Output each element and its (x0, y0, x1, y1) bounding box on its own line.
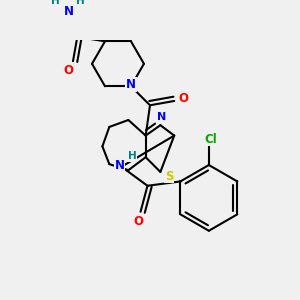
Text: N: N (64, 4, 74, 17)
Text: O: O (64, 64, 74, 77)
Text: H: H (51, 0, 60, 6)
Text: O: O (134, 215, 144, 228)
Text: H: H (76, 0, 84, 6)
Text: N: N (158, 112, 167, 122)
Text: Cl: Cl (204, 133, 217, 146)
Text: N: N (115, 158, 125, 172)
Text: N: N (126, 78, 136, 91)
Text: H: H (128, 151, 136, 161)
Text: S: S (165, 170, 173, 183)
Text: O: O (178, 92, 188, 105)
